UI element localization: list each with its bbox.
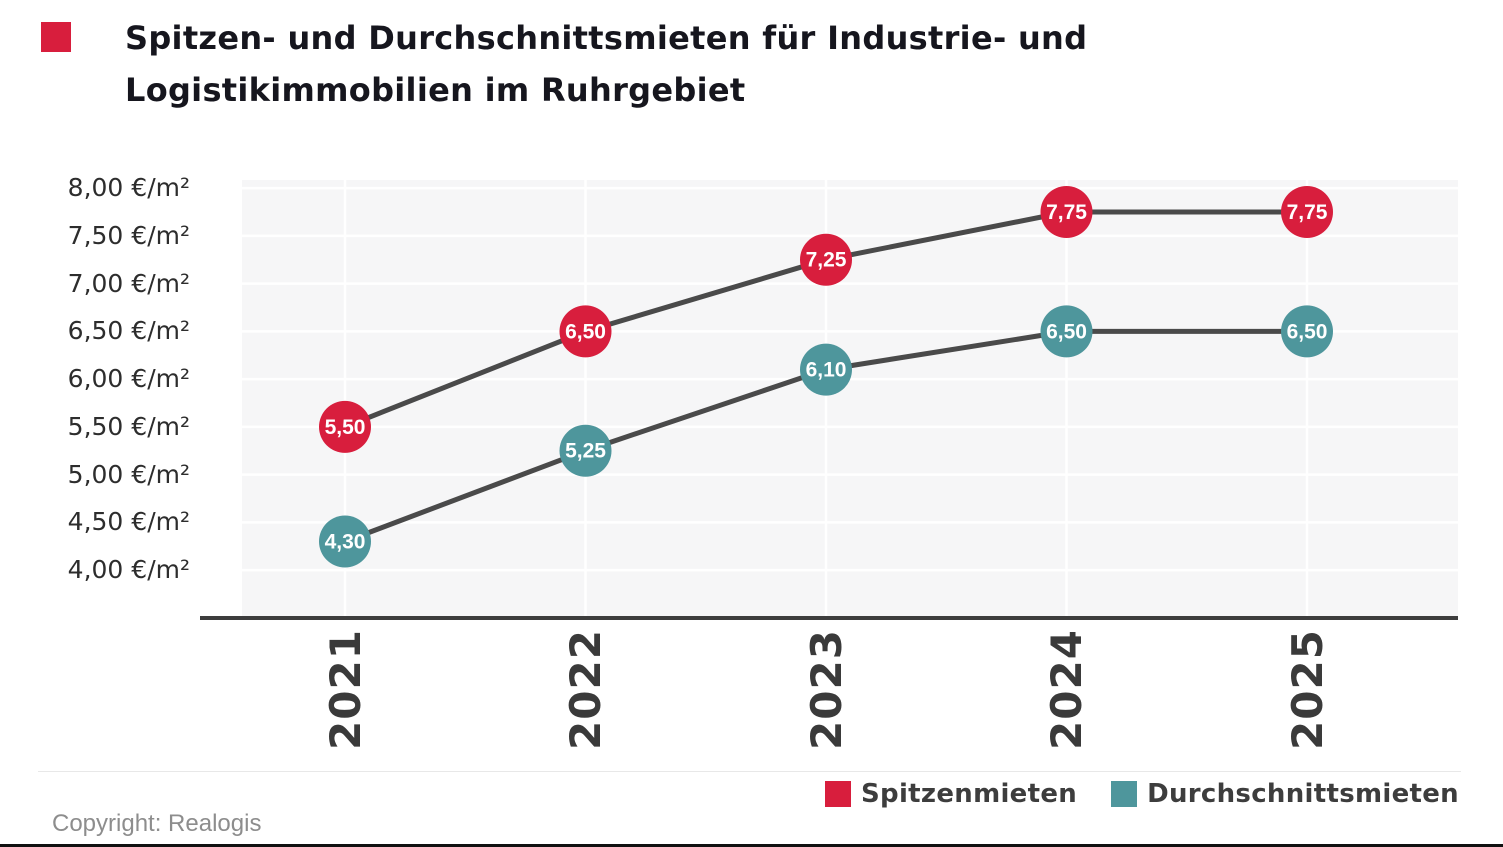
chart-title-line2: Logistikimmobilien im Ruhrgebiet: [125, 71, 746, 109]
legend-swatch: [1111, 781, 1138, 807]
x-axis-year-label: 2025: [1247, 629, 1367, 750]
title-bullet-square: [41, 22, 71, 52]
y-axis-tick-label: 4,00 €/m²: [67, 555, 190, 585]
x-axis-year-label: 2023: [766, 629, 886, 750]
data-point-label: 4,30: [325, 531, 366, 554]
data-point-label: 5,50: [325, 416, 366, 439]
chart-svg: 5,50 6,50 7,25 7,75 7,75 4,30 5,25 6,10 6,50 6,50: [200, 180, 1458, 620]
x-axis-year-label: 2024: [1007, 629, 1127, 750]
data-point: [1040, 186, 1093, 238]
data-point-label: 6,50: [565, 320, 606, 343]
footer-divider: [38, 771, 1461, 772]
data-point-label: 7,75: [1046, 201, 1087, 224]
data-point-label: 7,25: [806, 249, 847, 272]
legend-item: Spitzenmieten: [825, 779, 1077, 809]
data-point: [1281, 305, 1333, 358]
y-axis-tick-label: 4,50 €/m²: [67, 507, 190, 537]
legend-item: Durchschnittsmieten: [1111, 779, 1459, 809]
x-axis-year-label: 2022: [526, 629, 646, 750]
data-point: [1040, 305, 1093, 358]
y-axis-tick-label: 8,00 €/m²: [67, 173, 190, 203]
legend-label: Spitzenmieten: [861, 779, 1078, 809]
x-axis-year-text: 2022: [561, 629, 610, 750]
y-axis-tick-label: 6,50 €/m²: [67, 316, 190, 346]
x-axis-year-text: 2025: [1282, 629, 1332, 750]
x-axis-year-text: 2021: [320, 629, 370, 750]
chart-title-line1: Spitzen- und Durchschnittsmieten für Ind…: [125, 19, 1088, 57]
copyright-text: Copyright: Realogis: [52, 810, 262, 837]
data-point-label: 7,75: [1287, 201, 1328, 224]
y-axis-tick-label: 5,50 €/m²: [67, 411, 190, 441]
data-point-label: 6,10: [806, 359, 847, 382]
data-point-label: 6,50: [1287, 320, 1328, 343]
data-point: [319, 515, 371, 568]
data-point: [800, 233, 852, 286]
plot-area: 5,50 6,50 7,25 7,75 7,75 4,30 5,25 6,10 6,50 6,50: [200, 180, 1458, 622]
data-point: [319, 400, 371, 453]
chart-title: Spitzen- und Durchschnittsmieten für Ind…: [125, 12, 1087, 116]
x-axis-year-text: 2023: [801, 629, 851, 750]
legend-label: Durchschnittsmieten: [1147, 779, 1459, 809]
data-point: [559, 305, 612, 358]
x-axis-year-label: 2021: [285, 629, 405, 750]
legend: Spitzenmieten Durchschnittsmieten: [825, 779, 1459, 809]
y-axis-tick-label: 5,00 €/m²: [67, 459, 190, 489]
y-axis-tick-label: 6,00 €/m²: [67, 364, 190, 394]
data-point: [559, 424, 612, 477]
y-axis-tick-label: 7,50 €/m²: [67, 220, 190, 250]
data-point: [1281, 186, 1333, 238]
data-point-label: 5,25: [565, 440, 606, 463]
y-axis-tick-label: 7,00 €/m²: [67, 268, 190, 298]
data-point-label: 6,50: [1046, 320, 1087, 343]
x-axis-year-text: 2024: [1042, 629, 1091, 750]
legend-swatch: [825, 781, 852, 807]
data-point: [800, 343, 852, 396]
